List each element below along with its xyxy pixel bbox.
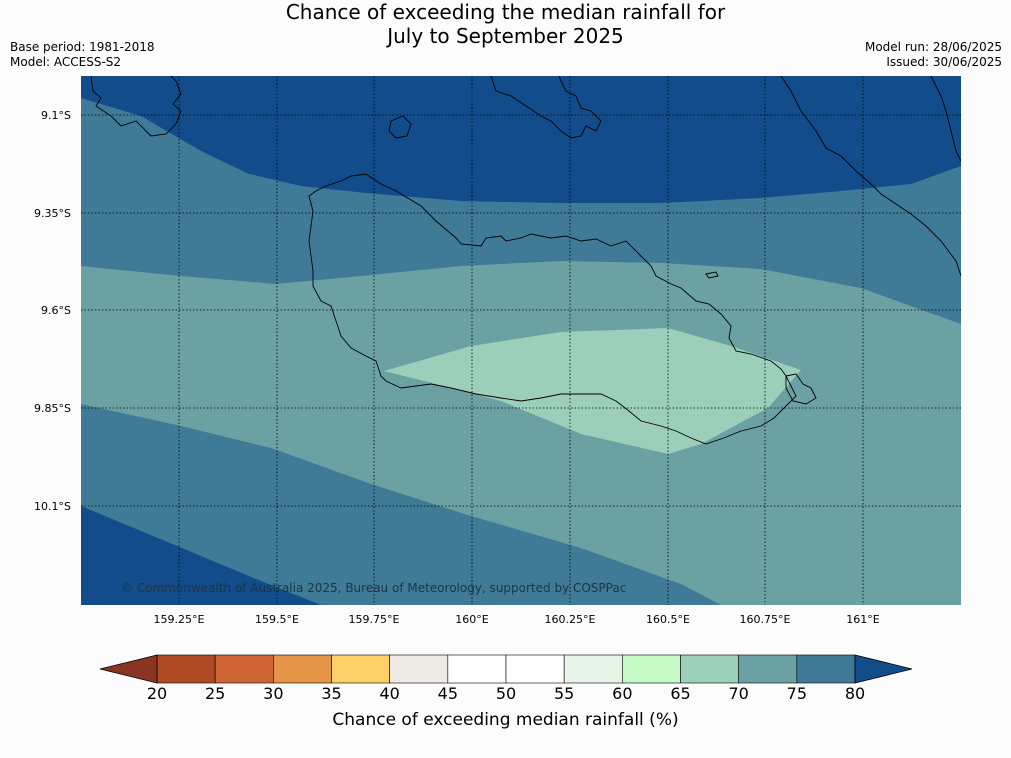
colorbar-cell <box>563 654 623 684</box>
model-name: Model: ACCESS-S2 <box>10 55 122 69</box>
region-65-center <box>384 328 801 454</box>
issued-date: Issued: 30/06/2025 <box>886 55 1002 69</box>
colorbar-cell <box>622 654 681 684</box>
lon-label: 160°E <box>455 613 489 626</box>
colorbar-tick-label: 65 <box>670 684 691 703</box>
colorbar-cell <box>738 654 798 684</box>
colorbar-cell <box>447 654 507 684</box>
region-75-south <box>81 404 721 605</box>
chart-title: Chance of exceeding the median rainfall … <box>0 0 1011 48</box>
lon-label: 160.25°E <box>544 613 596 626</box>
lon-label: 159.75°E <box>348 613 400 626</box>
model-info: Base period: 1981-2018 Model: ACCESS-S2 <box>10 40 155 70</box>
rainfall-map: © Commonwealth of Australia 2025, Bureau… <box>81 76 961 605</box>
region-80-south <box>81 506 321 605</box>
colorbar-under-arrow <box>99 654 158 684</box>
colorbar-cell <box>505 654 565 684</box>
lon-label: 159.25°E <box>153 613 205 626</box>
colorbar-cell <box>389 654 449 684</box>
lat-label: 10.1°S <box>34 500 71 513</box>
colorbar-tick-label: 45 <box>437 684 459 703</box>
lon-label: 160.5°E <box>646 613 690 626</box>
lon-label: 159.5°E <box>255 613 299 626</box>
colorbar <box>99 654 913 684</box>
colorbar-cell <box>680 654 739 684</box>
coastline-east-islet <box>785 373 817 405</box>
coastline-northeast-tip <box>930 76 961 162</box>
region-80-north <box>81 76 961 203</box>
colorbar-tick-label: 50 <box>495 684 517 703</box>
run-info: Model run: 28/06/2025 Issued: 30/06/2025 <box>865 40 1002 70</box>
base-period: Base period: 1981-2018 <box>10 40 155 54</box>
title-line-2: July to September 2025 <box>387 24 624 48</box>
coastline-main-island <box>308 173 797 445</box>
colorbar-tick-label: 35 <box>321 684 342 703</box>
coastlines <box>90 76 961 445</box>
colorbar-tick-label: 60 <box>612 684 633 703</box>
colorbar-tick-label: 80 <box>844 684 866 703</box>
colorbar-cell <box>156 654 216 684</box>
colorbar-tick-label: 30 <box>263 684 284 703</box>
lat-label: 9.35°S <box>34 207 71 220</box>
colorbar-title: Chance of exceeding median rainfall (%) <box>332 710 679 730</box>
model-run-date: Model run: 28/06/2025 <box>864 40 1002 54</box>
colorbar-tick-label: 70 <box>728 684 749 703</box>
colorbar-cell <box>796 654 856 684</box>
colorbar-tick-label: 55 <box>553 684 575 703</box>
lat-label: 9.1°S <box>41 109 71 122</box>
colorbar-tick-label: 75 <box>786 684 808 703</box>
coastline-northeast <box>780 76 961 277</box>
title-line-1: Chance of exceeding the median rainfall … <box>285 0 726 24</box>
coastline-northwest <box>90 76 182 137</box>
coastline-small-islet <box>705 271 719 279</box>
coastline-north-islet <box>388 115 412 139</box>
lat-label: 9.6°S <box>41 304 71 317</box>
colorbar-over-arrow <box>854 654 913 684</box>
lat-label: 9.85°S <box>34 402 71 415</box>
gridlines <box>81 76 961 605</box>
coastline-north-center <box>490 76 602 139</box>
colorbar-tick-label: 40 <box>379 684 400 703</box>
colorbar-cell <box>273 654 332 684</box>
colorbar-tick-label: 25 <box>204 684 226 703</box>
colorbar-cell <box>331 654 390 684</box>
lon-label: 161°E <box>846 613 880 626</box>
colorbar-tick-label: 20 <box>146 684 168 703</box>
lon-label: 160.75°E <box>739 613 791 626</box>
copyright-text: © Commonwealth of Australia 2025, Bureau… <box>121 581 626 595</box>
colorbar-cell <box>214 654 274 684</box>
